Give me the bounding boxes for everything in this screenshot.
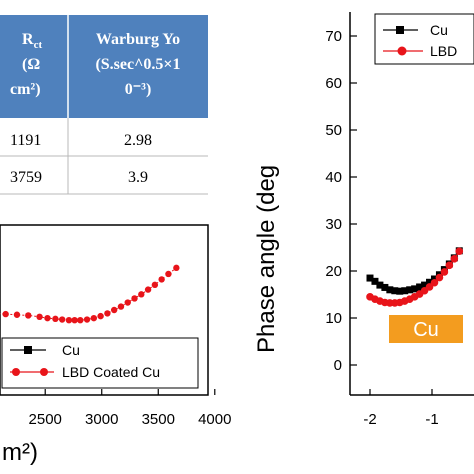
left-data-point: [77, 317, 84, 324]
left-data-point: [44, 314, 51, 322]
right-data-point-circle: [445, 261, 454, 270]
left-x-tick-label: 2500: [29, 411, 62, 428]
right-y-tick-label: 50: [325, 122, 342, 139]
right-legend-marker-cu: [396, 26, 404, 34]
right-data-point-circle: [435, 273, 444, 282]
right-y-tick-label: 30: [325, 216, 342, 233]
right-data-point-circle: [430, 278, 439, 287]
cu-annotation-label: Cu: [413, 319, 439, 341]
right-data-point-square: [401, 287, 409, 295]
right-data-point-square: [421, 281, 429, 289]
legend-marker-lbd-2: [40, 368, 48, 376]
left-data-point: [97, 312, 104, 320]
right-y-tick-label: 60: [325, 75, 342, 92]
right-legend-label-lbd: LBD: [430, 43, 457, 59]
header-rct-unit2: cm²): [10, 81, 41, 98]
left-plot-series: [0, 264, 180, 324]
left-data-point: [36, 313, 43, 320]
left-data-point: [90, 314, 98, 322]
left-x-tick-label: 3500: [142, 411, 175, 428]
right-data-point-square: [426, 278, 434, 286]
table-header-bg: [0, 14, 208, 118]
right-data-point-square: [371, 277, 379, 285]
left-data-point: [124, 299, 131, 306]
right-data-point-square: [366, 274, 374, 282]
left-data-point: [173, 264, 180, 272]
right-y-tick-label: 10: [325, 310, 342, 327]
left-data-point: [158, 276, 165, 283]
left-x-ticks: 2500 3000 3500 4000: [29, 389, 231, 428]
left-data-point: [2, 310, 9, 318]
header-rct: Rct: [22, 31, 42, 51]
right-y-tick-label: 70: [325, 28, 342, 45]
left-data-point: [83, 316, 91, 323]
right-data-point-square: [376, 281, 384, 289]
right-x-tick-label: -2: [363, 411, 376, 428]
left-x-tick-label: 3000: [85, 411, 118, 428]
right-y-axis-label: Phase angle (deg: [253, 165, 280, 353]
right-y-tick-label: 0: [334, 357, 342, 374]
left-legend: Cu LBD Coated Cu: [1, 337, 199, 389]
header-warburg-line2: (S.sec^0.5×1: [95, 56, 180, 73]
left-data-point: [13, 311, 21, 318]
right-legend: Cu LBD: [374, 13, 474, 65]
left-legend-label-cu: Cu: [62, 342, 80, 358]
legend-marker-lbd-1: [12, 368, 20, 376]
table-cell-warburg-1: 2.98: [124, 132, 152, 149]
right-plot: 0 10 20 30 40 50 60 70 -2 -1 Phase angle (deg Cu…: [253, 12, 474, 428]
right-y-ticks: 0 10 20 30 40 50 60 70: [325, 28, 357, 374]
header-rct-unit1: (Ω: [22, 56, 40, 73]
right-x-tick-label: -1: [425, 411, 438, 428]
left-data-point: [65, 317, 73, 324]
left-data-point: [131, 295, 138, 302]
right-data-point-square: [406, 286, 414, 294]
cu-annotation-box: [389, 315, 463, 343]
header-warburg-line3: 0⁻³): [125, 81, 152, 98]
right-legend-marker-lbd: [397, 46, 407, 56]
left-data-point: [104, 310, 111, 317]
right-data-point-square: [411, 285, 419, 293]
header-warburg-line1: Warburg Yo: [96, 31, 180, 48]
table-cell-rct-1: 1191: [10, 132, 41, 149]
right-data-point-circle: [440, 268, 449, 276]
right-data-point-square: [391, 287, 399, 295]
left-data-point: [138, 291, 145, 298]
right-data-point-circle: [455, 247, 464, 256]
right-legend-label-cu: Cu: [430, 22, 448, 38]
right-y-tick-label: 20: [325, 263, 342, 280]
left-series-line-1: [0, 267, 177, 321]
left-data-point: [25, 312, 32, 319]
right-data-point-square: [396, 287, 404, 295]
right-plot-series: [366, 247, 464, 307]
right-data-point-square: [416, 283, 424, 291]
left-data-point: [117, 303, 125, 310]
left-plot: Cu LBD Coated Cu 2500 3000 3500 4000 m²): [0, 224, 231, 466]
legend-marker-cu: [24, 346, 32, 354]
left-legend-label-lbd: LBD Coated Cu: [62, 364, 160, 380]
table-cell-rct-2: 3759: [10, 169, 42, 186]
right-y-tick-label: 40: [325, 169, 342, 186]
table-cell-warburg-2: 3.9: [128, 169, 148, 186]
right-data-point-square: [386, 286, 394, 294]
right-data-point-circle: [425, 283, 434, 291]
right-data-point-square: [381, 283, 389, 291]
right-data-point-circle: [450, 254, 459, 263]
left-data-point: [165, 270, 172, 278]
left-data-point: [151, 281, 159, 289]
left-data-point: [58, 316, 66, 323]
parameter-table: Rct (Ω cm²) Warburg Yo (S.sec^0.5×1 0⁻³)…: [0, 13, 208, 195]
left-legend-box: [1, 337, 199, 389]
left-data-point: [71, 317, 78, 324]
right-x-ticks: -2 -1: [363, 389, 439, 428]
left-x-tick-label: 4000: [198, 411, 231, 428]
left-data-point: [52, 315, 59, 323]
left-data-point: [144, 286, 152, 293]
left-data-point: [110, 306, 118, 314]
right-legend-box: [374, 13, 474, 65]
left-x-axis-label: m²): [2, 439, 38, 466]
left-plot-frame: [0, 224, 209, 396]
